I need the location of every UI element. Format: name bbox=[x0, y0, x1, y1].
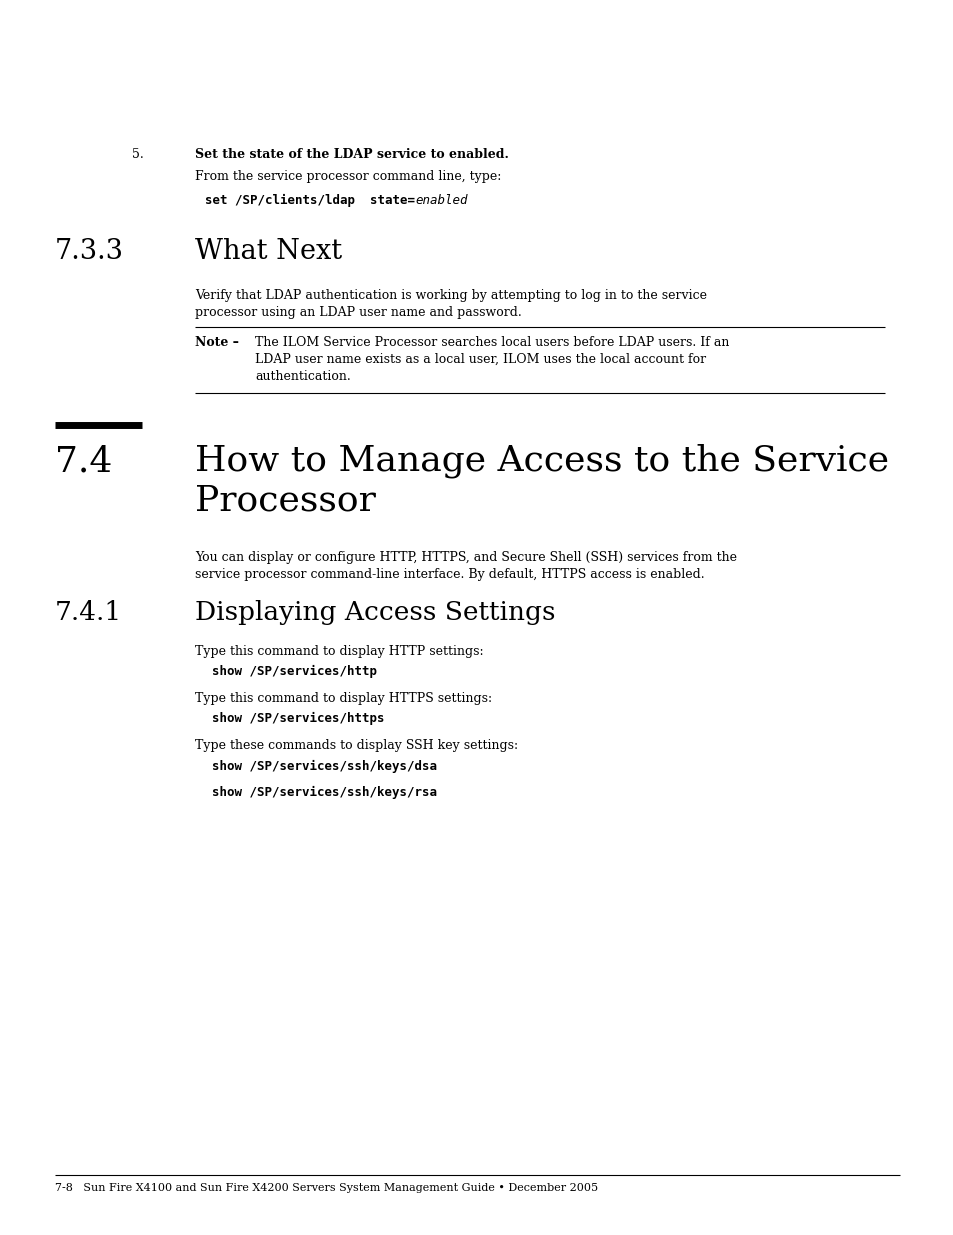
Text: From the service processor command line, type:: From the service processor command line,… bbox=[194, 170, 501, 183]
Text: show /SP/services/https: show /SP/services/https bbox=[212, 713, 384, 725]
Text: 7.4.1: 7.4.1 bbox=[55, 600, 122, 625]
Text: 7.4: 7.4 bbox=[55, 445, 112, 478]
Text: Set the state of the LDAP service to enabled.: Set the state of the LDAP service to ena… bbox=[194, 148, 508, 161]
Text: Type this command to display HTTP settings:: Type this command to display HTTP settin… bbox=[194, 645, 483, 658]
Text: enabled: enabled bbox=[415, 194, 467, 207]
Text: show /SP/services/http: show /SP/services/http bbox=[212, 664, 376, 678]
Text: Note –: Note – bbox=[194, 336, 238, 350]
Text: You can display or configure HTTP, HTTPS, and Secure Shell (SSH) services from t: You can display or configure HTTP, HTTPS… bbox=[194, 551, 737, 580]
Text: 7.3.3: 7.3.3 bbox=[55, 238, 124, 266]
Text: 5.: 5. bbox=[132, 148, 144, 161]
Text: How to Manage Access to the Service
Processor: How to Manage Access to the Service Proc… bbox=[194, 445, 888, 517]
Text: show /SP/services/ssh/keys/dsa: show /SP/services/ssh/keys/dsa bbox=[212, 760, 436, 773]
Text: Type this command to display HTTPS settings:: Type this command to display HTTPS setti… bbox=[194, 692, 492, 705]
Text: What Next: What Next bbox=[194, 238, 342, 266]
Text: set /SP/clients/ldap  state=: set /SP/clients/ldap state= bbox=[205, 194, 415, 207]
Text: show /SP/services/ssh/keys/rsa: show /SP/services/ssh/keys/rsa bbox=[212, 785, 436, 799]
Text: The ILOM Service Processor searches local users before LDAP users. If an
LDAP us: The ILOM Service Processor searches loca… bbox=[254, 336, 729, 383]
Text: Displaying Access Settings: Displaying Access Settings bbox=[194, 600, 555, 625]
Text: Type these commands to display SSH key settings:: Type these commands to display SSH key s… bbox=[194, 739, 517, 752]
Text: 7-8   Sun Fire X4100 and Sun Fire X4200 Servers System Management Guide • Decemb: 7-8 Sun Fire X4100 and Sun Fire X4200 Se… bbox=[55, 1183, 598, 1193]
Text: Verify that LDAP authentication is working by attempting to log in to the servic: Verify that LDAP authentication is worki… bbox=[194, 289, 706, 319]
